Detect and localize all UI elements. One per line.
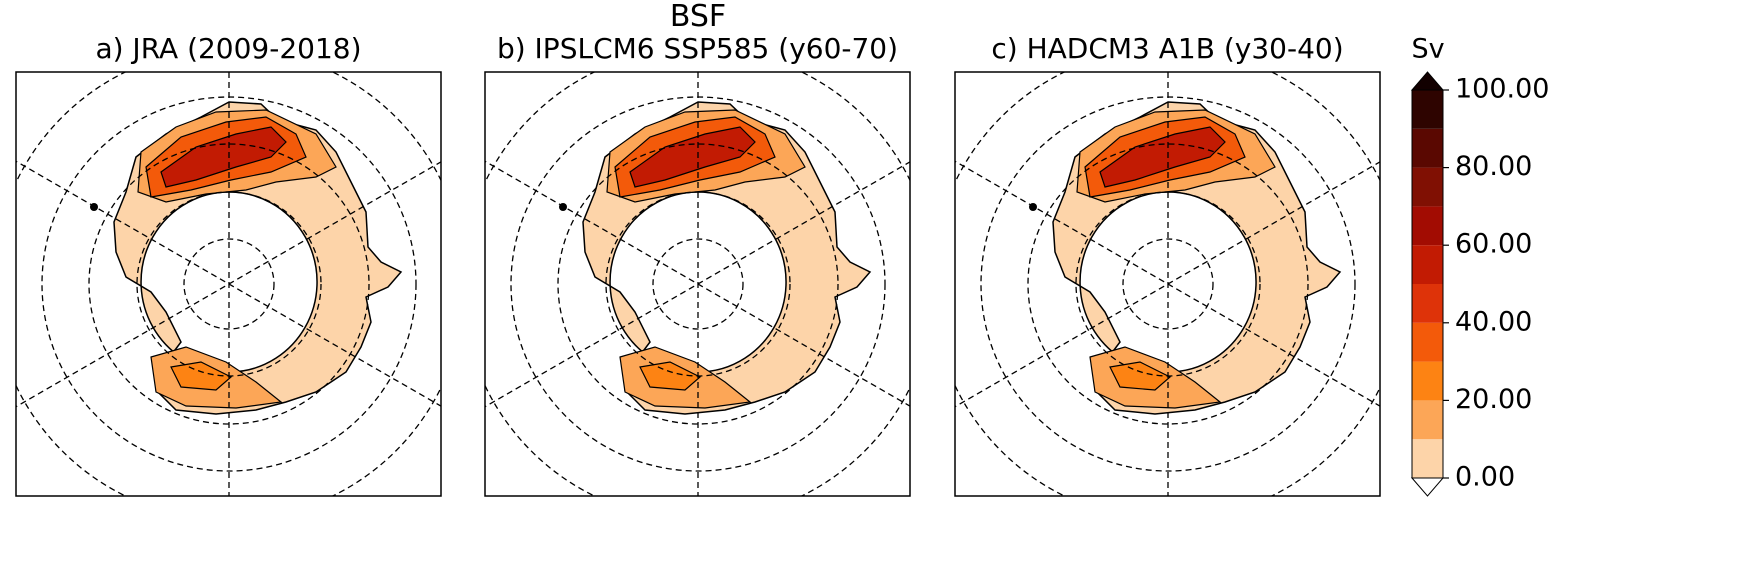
colorbar-band [1412,128,1443,168]
figure-title: BSF [670,0,726,34]
panel-title: b) IPSLCM6 SSP585 (y60-70) [497,32,898,65]
panels [15,71,1381,497]
colorbar-band [1412,322,1443,362]
panel-frame [15,71,442,497]
colorbar-frame [1411,89,1444,479]
colorbar-band [1412,167,1443,207]
colorbar-band [1412,439,1443,478]
panel-frame [484,71,911,497]
colorbar: Sv 0.00 20.00 40.00 60.00 80.00 100.00 [1410,34,1549,497]
panel-frame [954,71,1381,497]
colorbar-label: Sv [1411,34,1444,65]
map-panel [15,71,442,497]
colorbar-band [1412,206,1443,246]
colorbar-tick-label: 20.00 [1455,384,1532,415]
map-area [485,72,910,496]
colorbar-tick-label: 80.00 [1455,151,1532,182]
map-area [955,72,1380,496]
colorbar-tick-label: 60.00 [1455,229,1532,260]
ocean-contours [558,101,871,415]
colorbar-band [1412,90,1443,129]
map-area [16,72,441,496]
colorbar-tick-label: 100.00 [1455,74,1549,105]
panel-title: a) JRA (2009-2018) [95,32,361,65]
panel-title: c) HADCM3 A1B (y30-40) [991,32,1343,65]
colorbar-band [1412,361,1443,401]
colorbar-band [1412,400,1443,440]
ocean-contours [1028,101,1341,415]
ocean-contours [89,101,402,415]
colorbar-extend-under [1410,477,1445,497]
colorbar-tick-label: 0.00 [1455,462,1515,493]
map-panel [484,71,911,497]
colorbar-tick-label: 40.00 [1455,306,1532,337]
colorbar-band [1412,245,1443,284]
colorbar-band [1412,284,1443,323]
colorbar-extend-over [1410,71,1445,91]
map-panel [954,71,1381,497]
